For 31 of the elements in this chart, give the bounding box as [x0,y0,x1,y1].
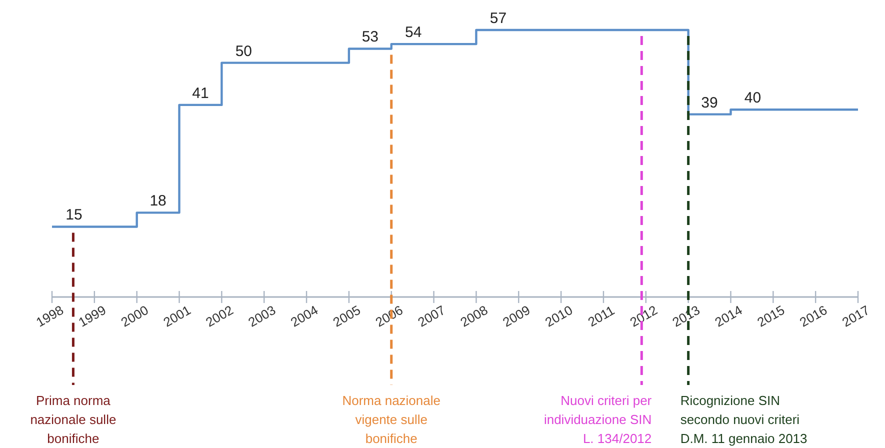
x-tick-label: 2005 [330,302,363,330]
ref-line-label: Ricognizione SIN secondo nuovi criteri D.M. 11 gennaio 2013 [680,393,808,446]
x-tick-label: 2016 [797,302,830,330]
data-label: 53 [362,28,378,46]
ref-line-label: Nuovi criteri per individuazione SIN L. 134/2012 [544,393,652,446]
x-tick-label: 2007 [415,302,448,330]
data-label: 41 [192,84,209,102]
x-tick-label: 2015 [754,302,788,330]
x-tick-label: 2017 [839,302,872,330]
data-label: 39 [701,94,718,112]
x-tick-label: 1998 [33,302,66,330]
x-tick-label: 2001 [160,302,194,330]
ref-line-label: Norma nazionale vigente sulle bonifiche [342,393,441,446]
data-label: 15 [66,206,82,224]
data-label: 40 [744,90,762,107]
x-tick-label: 1999 [76,302,108,330]
x-tick-label: 2002 [203,302,236,330]
x-tick-label: 2009 [500,302,533,330]
x-tick-label: 2008 [458,302,490,330]
x-tick-label: 2003 [246,302,278,330]
x-tick-label: 2011 [585,302,618,330]
x-tick-label: 2010 [542,302,576,330]
data-label: 18 [150,192,166,210]
data-label: 54 [405,24,422,42]
x-tick-label: 2004 [288,302,321,330]
x-tick-label: 2014 [712,302,745,330]
data-label: 57 [490,10,507,27]
x-tick-label: 2000 [118,302,151,330]
x-tick-label: 2012 [627,302,660,330]
data-label: 50 [235,42,252,60]
ref-line-label: Prima norma nazionale sulle bonifiche [30,393,116,446]
